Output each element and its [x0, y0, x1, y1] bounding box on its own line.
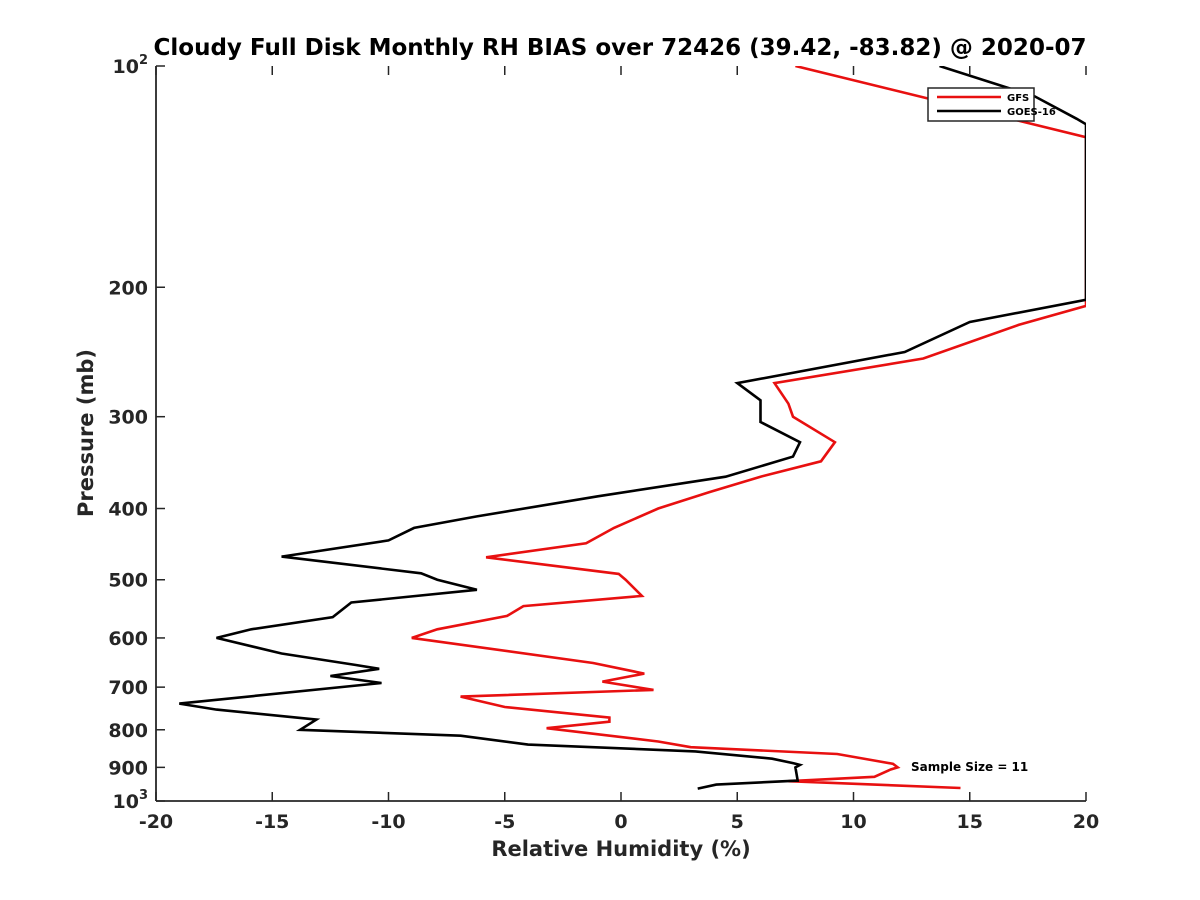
- y-tick-label: 700: [108, 677, 148, 699]
- x-tick-label: -20: [139, 811, 173, 833]
- x-tick-label: -5: [494, 811, 515, 833]
- sample-size-annotation: Sample Size = 11: [911, 760, 1028, 774]
- x-tick-label: 5: [731, 811, 744, 833]
- x-tick-label: -15: [255, 811, 289, 833]
- series-layer: [179, 66, 1086, 790]
- y-tick-label: 900: [108, 757, 148, 779]
- series-line-goes16: [179, 66, 1086, 790]
- y-tick-label: 500: [108, 570, 148, 592]
- y-tick-label: 103: [113, 788, 149, 813]
- x-ticks: -20 -15 -10 -5 0 5 10 15 20: [139, 66, 1099, 833]
- y-tick-label: 400: [108, 499, 148, 521]
- x-tick-label: 10: [840, 811, 866, 833]
- x-axis-label: Relative Humidity (%): [491, 837, 750, 861]
- y-tick-label: 102: [113, 53, 149, 78]
- y-ticks: 102 200 300 400 500 600 700 800 900 103: [108, 53, 165, 813]
- series-line-gfs: [411, 66, 1086, 790]
- y-tick-label: 800: [108, 720, 148, 742]
- y-axis-label: Pressure (mb): [74, 349, 98, 517]
- chart-title: Cloudy Full Disk Monthly RH BIAS over 72…: [154, 35, 1087, 61]
- legend-label-gfs: GFS: [1007, 93, 1029, 104]
- y-tick-label: 200: [108, 277, 148, 299]
- x-tick-label: 15: [957, 811, 983, 833]
- legend: GFS GOES-16: [927, 87, 1056, 122]
- y-tick-label: 300: [108, 407, 148, 429]
- y-tick-label: 600: [108, 628, 148, 650]
- legend-box: [927, 87, 1035, 122]
- legend-label-goes16: GOES-16: [1007, 107, 1056, 118]
- x-tick-label: 20: [1073, 811, 1099, 833]
- x-tick-label: 0: [614, 811, 627, 833]
- x-tick-label: -10: [371, 811, 405, 833]
